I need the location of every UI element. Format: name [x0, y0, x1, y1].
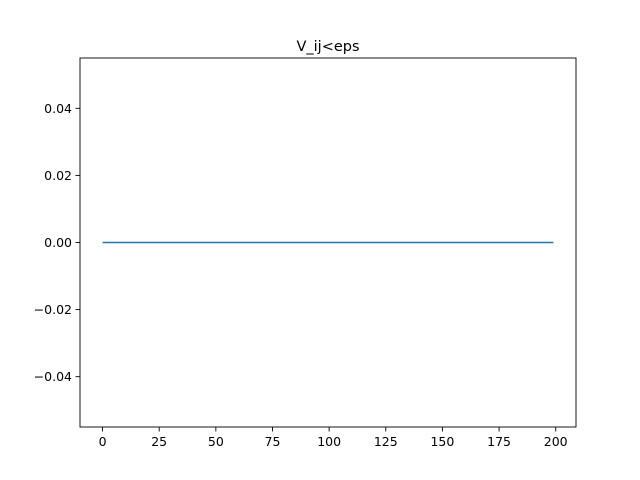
y-tick-label: −0.02 [34, 302, 72, 317]
x-tick-label: 200 [544, 434, 568, 449]
x-axis: 0 25 50 75 100 125 150 175 200 [99, 427, 568, 449]
x-tick-label: 175 [487, 434, 511, 449]
x-tick-label: 50 [208, 434, 224, 449]
y-axis: −0.04 −0.02 0.00 0.02 0.04 [34, 101, 80, 384]
chart-title: V_ij<eps [296, 39, 359, 55]
plot-frame [79, 57, 577, 428]
x-tick-label: 0 [99, 434, 107, 449]
y-tick-label: 0.04 [44, 101, 72, 116]
y-tick-label: −0.04 [34, 369, 72, 384]
y-tick-label: 0.02 [44, 168, 72, 183]
x-tick-label: 25 [151, 434, 167, 449]
x-tick-label: 150 [430, 434, 454, 449]
y-tick-label: 0.00 [44, 235, 72, 250]
x-tick-label: 100 [317, 434, 341, 449]
x-tick-label: 75 [265, 434, 281, 449]
x-tick-label: 125 [374, 434, 398, 449]
